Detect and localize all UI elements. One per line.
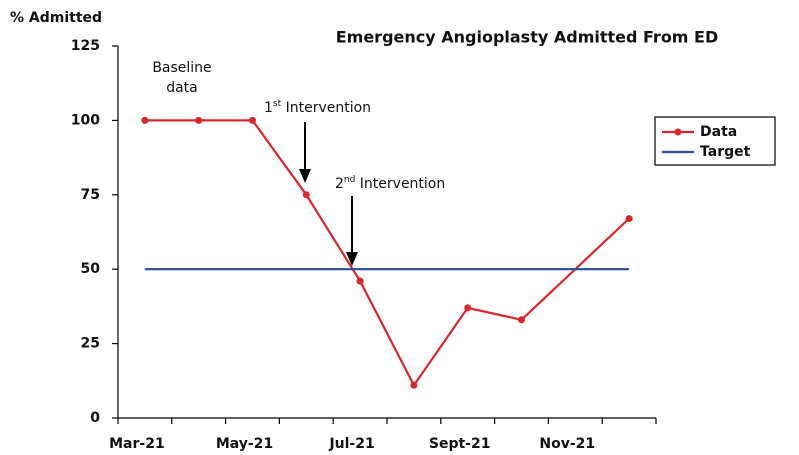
x-tick-label: Mar-21 [109,436,165,452]
x-tick-label: May-21 [216,436,273,452]
y-tick-label: 50 [81,261,101,277]
y-tick-label: 75 [81,187,100,203]
y-axis-label: % Admitted [10,10,102,26]
arrow-head [346,252,358,266]
arrow-head [299,169,311,183]
y-tick-label: 100 [71,112,100,128]
annotation-sup: nd [344,175,355,185]
annotation: 2nd Intervention [335,175,445,193]
annotation-sup: st [273,99,282,109]
chart-title: Emergency Angioplasty Admitted From ED [336,28,719,47]
annotation-rest: Intervention [281,100,371,116]
data-point [356,277,364,285]
y-tick-label: 25 [81,336,100,352]
data-point [625,215,633,223]
annotation: 1st Intervention [264,99,371,117]
annotation: Baseline [152,60,211,76]
legend-box [654,116,776,166]
annotation-num: 2 [335,176,344,192]
data-point [302,191,310,199]
data-point [410,381,418,389]
annotation-num: 1 [264,100,273,116]
x-tick-label: Sept-21 [429,436,491,452]
legend-label: Data [700,124,737,140]
data-point [518,316,525,324]
x-tick-label: Jul-21 [328,436,374,452]
legend-label: Target [700,144,751,160]
legend-marker [674,128,682,136]
x-tick-label: Nov-21 [539,436,595,452]
series-line [144,119,522,388]
y-tick-label: 0 [90,410,100,426]
data-point [195,116,203,124]
data-point [464,304,472,312]
data-point [249,116,256,124]
y-tick-label: 125 [71,38,100,54]
annotation: data [166,80,198,96]
annotation-rest: Intervention [355,176,445,192]
data-point [141,116,149,124]
